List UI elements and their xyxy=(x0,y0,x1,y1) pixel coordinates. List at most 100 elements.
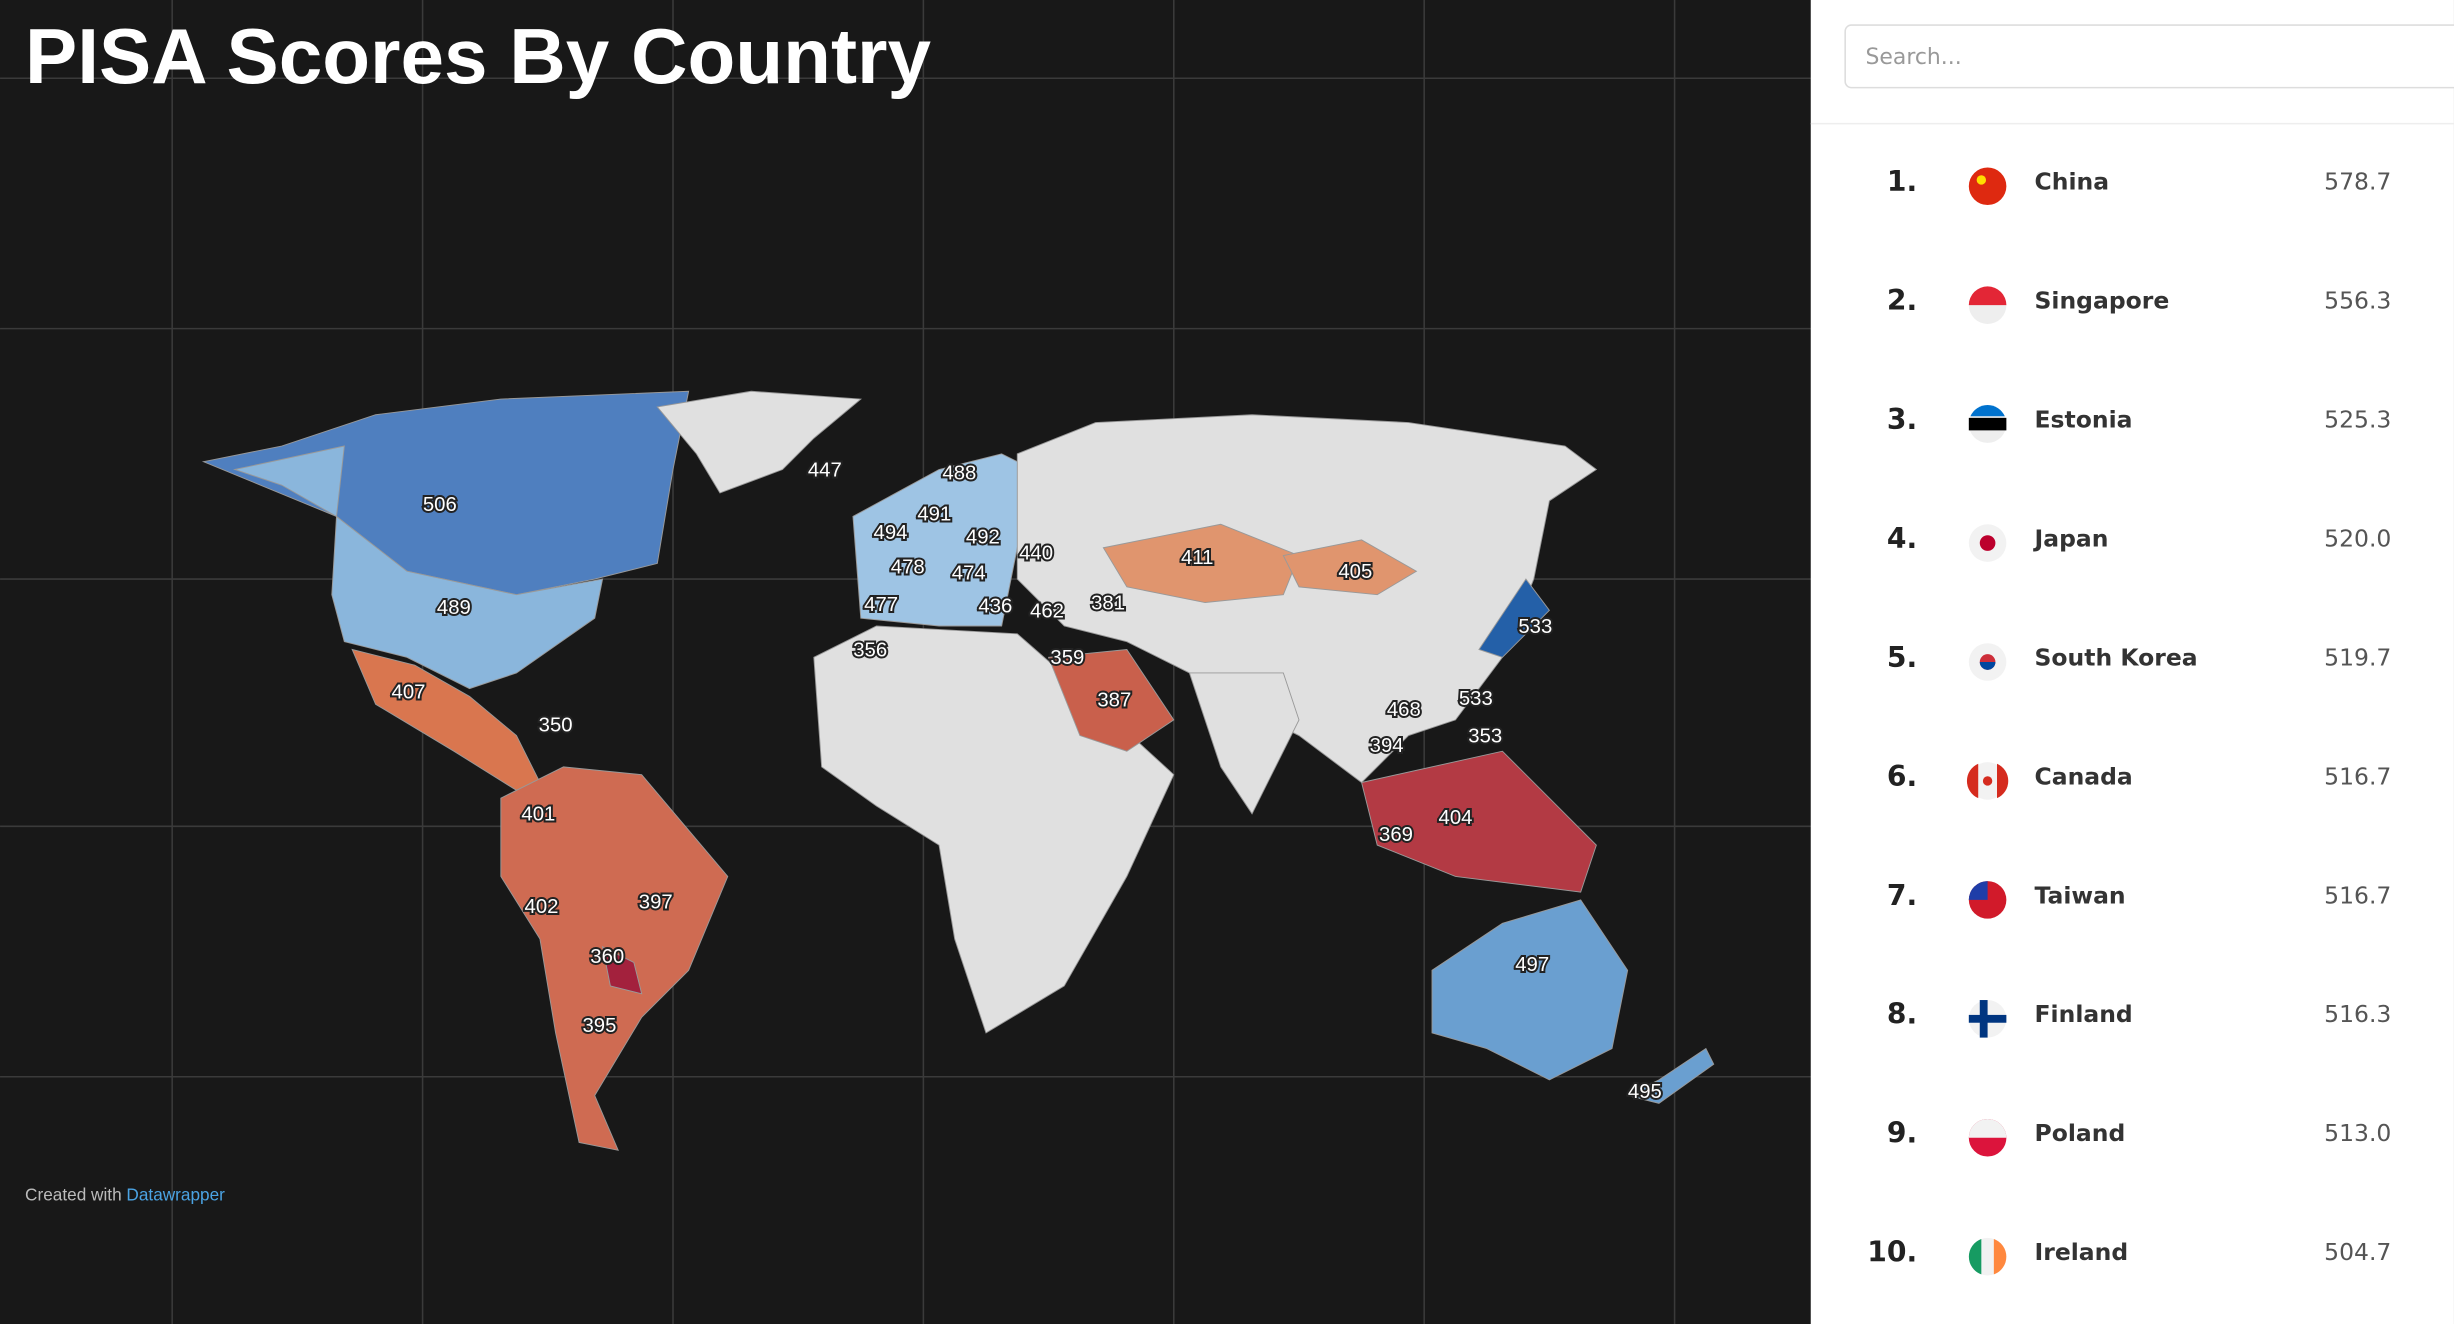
continents xyxy=(201,390,1715,1151)
flag-icon xyxy=(1968,643,2007,681)
flag-band xyxy=(1968,286,2007,306)
map-label: 404 xyxy=(1439,807,1473,829)
country-name: Poland xyxy=(2035,1119,2126,1147)
map-label: 381 xyxy=(1091,592,1125,614)
flag-icon xyxy=(1968,1118,2007,1157)
map-label: 533 xyxy=(1459,688,1493,710)
ranking-row[interactable]: 2. Singapore 556.3 xyxy=(1887,284,2391,324)
map-label: 369 xyxy=(1379,824,1413,846)
rank: 6. xyxy=(1887,760,1917,793)
map-label: 407 xyxy=(392,682,426,704)
flag-band xyxy=(1993,1239,2007,1275)
japan xyxy=(1478,578,1551,658)
map-label: 397 xyxy=(639,891,673,913)
country-name: Japan xyxy=(2033,524,2109,552)
ranking-row[interactable]: 1. China 578.7 xyxy=(1887,165,2391,206)
flag-band xyxy=(1968,881,1988,900)
score: 556.3 xyxy=(2324,287,2391,315)
southeast-asia xyxy=(1361,750,1597,893)
ranking-row[interactable]: 3. Estonia 525.3 xyxy=(1887,403,2391,443)
asia xyxy=(1016,414,1598,784)
map-label: 360 xyxy=(590,946,624,968)
page-title: PISA Scores By Country xyxy=(25,12,931,100)
rank: 10. xyxy=(1867,1236,1917,1269)
country-name: South Korea xyxy=(2035,643,2198,671)
score: 525.3 xyxy=(2324,405,2391,433)
ranking-row[interactable]: 10. Ireland 504.7 xyxy=(1867,1236,2391,1276)
flag xyxy=(1968,167,2007,206)
flag-leaf xyxy=(1982,776,1993,786)
map-label: 440 xyxy=(1019,542,1053,564)
flag-icon xyxy=(1966,762,2009,800)
ranking-row[interactable]: 5. South Korea 519.7 xyxy=(1887,641,2391,681)
flag-icon xyxy=(1968,286,2007,324)
flag-star xyxy=(1976,175,1987,185)
saudi-arabia xyxy=(1047,648,1175,752)
credit-link[interactable]: Datawrapper xyxy=(126,1184,225,1204)
map-label: 488 xyxy=(942,463,976,485)
score: 578.7 xyxy=(2324,168,2391,196)
ranking-list: 1. China 578.7 2. Singapore 556.3 3. Estonia 525… xyxy=(1867,165,2391,1276)
flag-dot xyxy=(1979,662,1996,670)
rank: 2. xyxy=(1887,284,1917,317)
flag-band xyxy=(1968,417,2007,431)
country-name: Estonia xyxy=(2035,405,2133,433)
map-label: 395 xyxy=(582,1015,616,1037)
country-name: Ireland xyxy=(2035,1238,2129,1266)
mongolia xyxy=(1282,539,1418,596)
rank: 7. xyxy=(1887,879,1917,912)
map-label: 478 xyxy=(891,556,925,578)
rank: 4. xyxy=(1887,522,1917,555)
map-label: 411 xyxy=(1181,547,1213,569)
rank: 3. xyxy=(1887,403,1917,436)
greenland xyxy=(656,390,862,494)
map-label: 394 xyxy=(1370,735,1404,757)
score: 504.7 xyxy=(2324,1238,2391,1266)
rank: 9. xyxy=(1887,1117,1917,1150)
map-label: 447 xyxy=(808,459,842,481)
rank: 8. xyxy=(1887,998,1917,1031)
map-label: 462 xyxy=(1030,600,1064,622)
flag-icon xyxy=(1968,1237,2007,1276)
search-placeholder: Search... xyxy=(1866,45,1962,70)
map-label: 506 xyxy=(423,494,457,516)
country-name: China xyxy=(2035,168,2110,196)
score: 516.3 xyxy=(2324,1000,2391,1028)
map-label: 494 xyxy=(874,522,908,544)
credit-prefix: Created with xyxy=(25,1184,122,1204)
country-name: Finland xyxy=(2035,1000,2133,1028)
usa xyxy=(331,515,604,690)
flag-band xyxy=(1968,1118,2007,1138)
australia xyxy=(1431,899,1629,1081)
flag-icon xyxy=(1968,524,2007,562)
map-label: 436 xyxy=(978,596,1012,618)
score: 519.7 xyxy=(2324,643,2391,671)
ranking-row[interactable]: 9. Poland 513.0 xyxy=(1887,1117,2391,1157)
map-label: 491 xyxy=(917,503,951,525)
ranking-row[interactable]: 4. Japan 520.0 xyxy=(1887,522,2391,562)
india xyxy=(1188,672,1300,815)
map-labels: 506 489 447 488 491 494 492 440 478 474 477 436 462 3… xyxy=(390,457,1664,1104)
flag-dot xyxy=(1979,535,1996,551)
map-label: 353 xyxy=(1468,725,1502,747)
kazakhstan xyxy=(1102,523,1300,604)
country-name: Singapore xyxy=(2035,287,2170,315)
map-label: 359 xyxy=(1050,647,1084,669)
score: 513.0 xyxy=(2324,1119,2391,1147)
ranking-row[interactable]: 6. Canada 516.7 xyxy=(1887,760,2391,800)
ranking-row[interactable]: 7. Taiwan 516.7 xyxy=(1887,879,2391,919)
map-label: 495 xyxy=(1628,1081,1662,1103)
flag-icon xyxy=(1968,881,2007,919)
flag-icon xyxy=(1968,1000,2007,1038)
ranking-row[interactable]: 8. Finland 516.3 xyxy=(1887,998,2391,1038)
map-label: 387 xyxy=(1097,690,1131,712)
country-name: Canada xyxy=(2035,762,2133,790)
flag-band xyxy=(1996,763,2009,799)
flag-icon xyxy=(1968,167,2007,206)
map-label: 402 xyxy=(525,896,559,918)
flag-band xyxy=(1966,763,1979,799)
paraguay xyxy=(601,945,643,995)
search-box[interactable] xyxy=(1844,24,2454,89)
